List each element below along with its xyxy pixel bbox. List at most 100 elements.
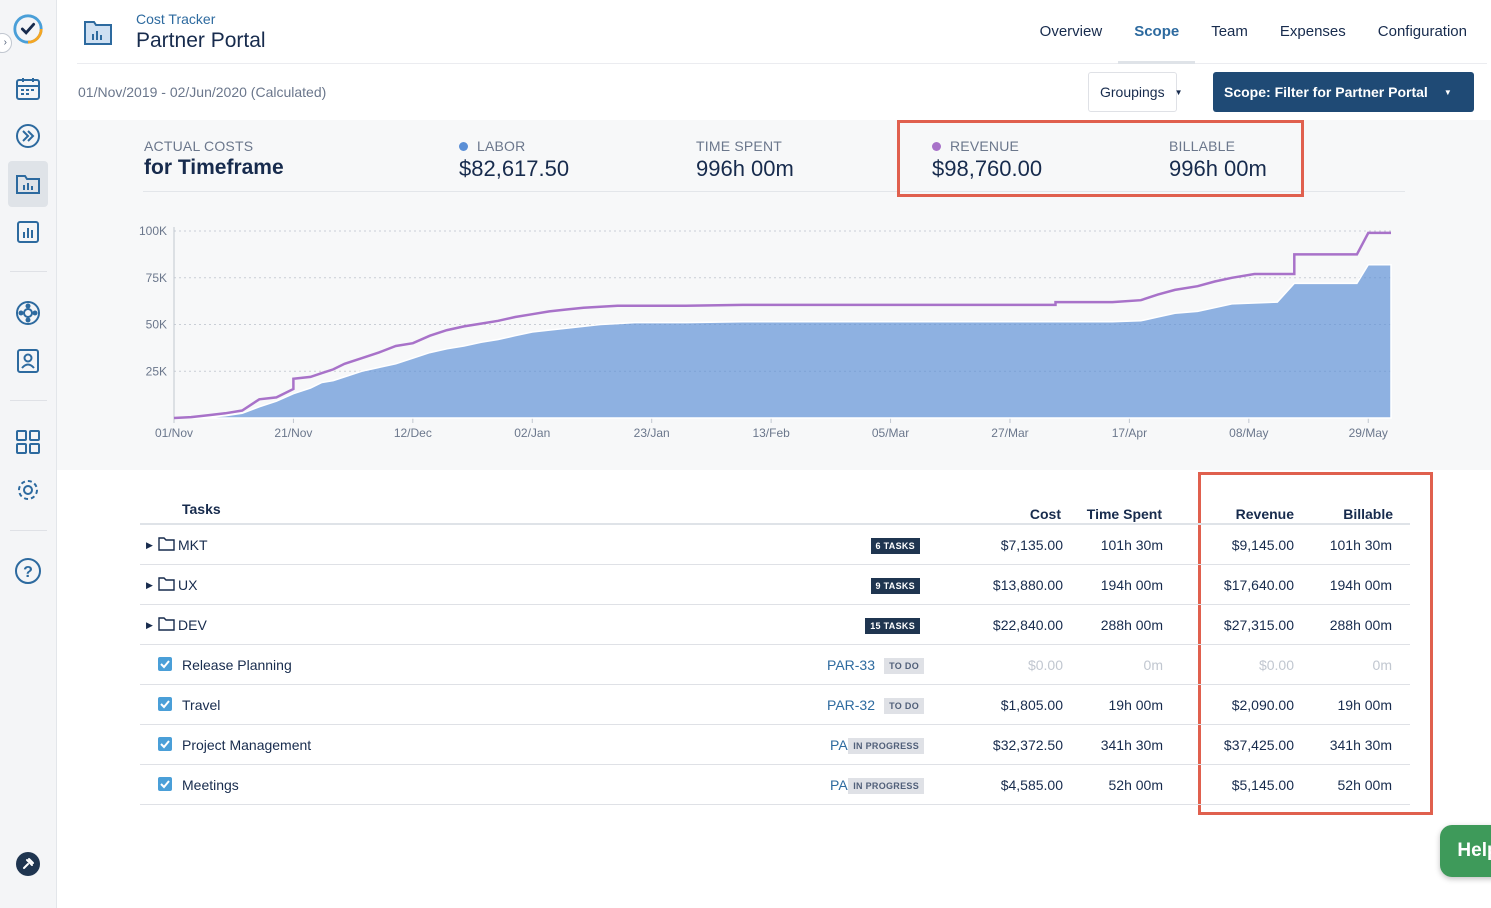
x-tick-label: 08/May — [1229, 426, 1268, 440]
app-sidebar: › ? — [0, 0, 57, 908]
tab-configuration[interactable]: Configuration — [1377, 23, 1467, 40]
cost-cell: $22,840.00 — [992, 617, 1063, 633]
billable-cell: 194h 00m — [1329, 577, 1392, 593]
billable-cell: 19h 00m — [1337, 697, 1392, 713]
help-button[interactable]: Help ⧉ — [1440, 825, 1491, 877]
expand-triangle-icon[interactable]: ▶ — [146, 540, 153, 550]
issue-key-link[interactable]: PAR-33 — [827, 657, 875, 673]
cost-cell: $13,880.00 — [992, 577, 1063, 593]
app-logo-icon[interactable] — [12, 13, 44, 45]
actual-costs-stat: ACTUAL COSTS for Timeframe — [144, 138, 284, 180]
y-tick-label: 50K — [146, 318, 167, 332]
folder-chart-icon[interactable] — [8, 161, 48, 207]
scope-filter-button[interactable]: Scope: Filter for Partner Portal ▼ — [1213, 72, 1474, 112]
calendar-icon[interactable] — [12, 73, 44, 105]
revenue-cell: $5,145.00 — [1231, 777, 1294, 793]
revenue-cell: $37,425.00 — [1223, 737, 1294, 753]
time-spent-value: 996h 00m — [696, 156, 794, 181]
caret-down-icon: ▼ — [1443, 87, 1452, 97]
table-body: ▶ MKT 6 TASKS $7,135.00 101h 30m $9,145.00 101… — [140, 525, 1410, 805]
time-spent-label: TIME SPENT — [696, 138, 783, 154]
groupings-dropdown[interactable]: Groupings ▼ — [1088, 72, 1183, 112]
task-type-icon — [158, 777, 172, 791]
task-type-icon — [158, 697, 172, 711]
y-tick-label: 25K — [146, 364, 167, 378]
task-type-icon — [158, 657, 172, 671]
status-badge: TO DO — [884, 658, 924, 674]
time-spent-header[interactable]: Time Spent — [1086, 506, 1162, 522]
table-row-group[interactable]: ▶ UX 9 TASKS $13,880.00 194h 00m $17,640.00 19… — [140, 565, 1410, 605]
revenue-stat: REVENUE $98,760.00 — [932, 138, 1042, 182]
sidebar-divider — [10, 530, 47, 531]
y-tick-label: 75K — [146, 271, 167, 285]
actual-costs-label: ACTUAL COSTS — [144, 138, 254, 154]
help-label: Help — [1457, 840, 1491, 861]
expand-triangle-icon[interactable]: ▶ — [146, 620, 153, 630]
x-tick-label: 13/Feb — [752, 426, 790, 440]
tab-scope[interactable]: Scope — [1118, 0, 1196, 64]
pin-icon[interactable] — [12, 848, 44, 880]
apps-grid-icon[interactable] — [12, 426, 44, 458]
billable-cell: 0m — [1372, 657, 1392, 673]
settings-icon[interactable] — [12, 474, 44, 506]
tasks-header[interactable]: Tasks — [182, 501, 221, 517]
labor-area-series — [174, 263, 1392, 419]
task-name[interactable]: Travel — [182, 697, 221, 713]
support-icon[interactable] — [12, 297, 44, 329]
x-tick-label: 05/Mar — [872, 426, 909, 440]
group-name[interactable]: DEV — [178, 617, 207, 633]
table-row[interactable]: Travel PAR-32 TO DO $1,805.00 19h 00m $2,090.… — [140, 685, 1410, 725]
revenue-header[interactable]: Revenue — [1235, 506, 1294, 522]
y-tick-label: 100K — [139, 224, 167, 238]
expand-triangle-icon[interactable]: ▶ — [146, 580, 153, 590]
app-subtitle[interactable]: Cost Tracker — [136, 11, 216, 27]
time-spent-stat: TIME SPENT 996h 00m — [696, 138, 794, 182]
forward-icon[interactable] — [12, 120, 44, 152]
sidebar-expand-icon[interactable]: › — [0, 33, 12, 53]
table-row[interactable]: Project ManagementPAR-31IN PROGRESS$32,3… — [140, 725, 1410, 765]
group-name[interactable]: MKT — [178, 537, 208, 553]
table-row-group[interactable]: ▶ MKT 6 TASKS $7,135.00 101h 30m $9,145.00 101… — [140, 525, 1410, 565]
svg-text:?: ? — [23, 564, 33, 581]
task-name[interactable]: Release Planning — [182, 657, 292, 673]
task-count-badge: 9 TASKS — [870, 578, 920, 594]
tab-team[interactable]: Team — [1211, 23, 1248, 40]
revenue-line-series — [173, 231, 1391, 420]
groupings-label: Groupings — [1100, 84, 1165, 100]
revenue-column-highlight-box — [1198, 472, 1433, 815]
stats-divider — [143, 191, 1405, 192]
task-name[interactable]: Meetings — [182, 777, 239, 793]
page-header: Cost Tracker Partner Portal Overview Sco… — [77, 0, 1487, 64]
revenue-cell: $0.00 — [1258, 657, 1294, 673]
billable-cell: 288h 00m — [1329, 617, 1392, 633]
report-icon[interactable] — [12, 216, 44, 248]
folder-icon — [158, 577, 175, 594]
status-badge: IN PROGRESS — [848, 778, 924, 794]
cost-header[interactable]: Cost — [1029, 506, 1061, 522]
cost-cell: $32,372.50 — [992, 737, 1063, 753]
sidebar-divider — [10, 400, 47, 401]
tab-bar: Overview Scope Team Expenses Configurati… — [1024, 0, 1483, 64]
table-row[interactable]: Release Planning PAR-33 TO DO $0.00 0m $0.00 0… — [140, 645, 1410, 685]
revenue-highlight-box — [897, 120, 1304, 197]
time-spent-cell: 52h 00m — [1108, 777, 1163, 793]
help-circle-icon[interactable]: ? — [12, 555, 44, 587]
group-name[interactable]: UX — [178, 577, 198, 593]
task-type-icon — [158, 737, 172, 751]
table-header: Tasks Cost Time Spent Revenue Billable — [140, 495, 1410, 525]
tab-overview[interactable]: Overview — [1039, 23, 1103, 40]
timeframe-label: for Timeframe — [144, 156, 284, 179]
x-tick-label: 29/May — [1349, 426, 1388, 440]
tab-expenses[interactable]: Expenses — [1279, 23, 1346, 40]
cost-chart: 100K 75K 50K 25K 01/Nov 21/Nov 12/Dec 02/Jan 23/… — [139, 224, 1392, 440]
task-name[interactable]: Project Management — [182, 737, 312, 753]
user-card-icon[interactable] — [12, 345, 44, 377]
time-spent-cell: 341h 30m — [1100, 737, 1163, 753]
issue-key-link[interactable]: PAR-32 — [827, 697, 875, 713]
page-title: Partner Portal — [136, 29, 266, 52]
billable-header[interactable]: Billable — [1343, 506, 1393, 522]
billable-cell: 341h 30m — [1329, 737, 1392, 753]
revenue-cell: $2,090.00 — [1231, 697, 1294, 713]
table-row-group[interactable]: ▶ DEV 15 TASKS $22,840.00 288h 00m $27,315.00… — [140, 605, 1410, 645]
